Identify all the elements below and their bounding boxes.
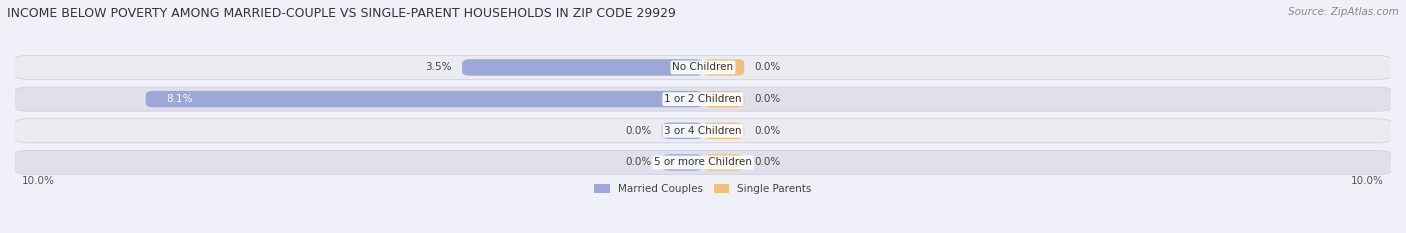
Text: 8.1%: 8.1% — [166, 94, 193, 104]
Text: 3.5%: 3.5% — [426, 62, 451, 72]
FancyBboxPatch shape — [703, 91, 744, 107]
FancyBboxPatch shape — [463, 59, 703, 76]
Text: 0.0%: 0.0% — [755, 126, 780, 136]
Text: 0.0%: 0.0% — [755, 158, 780, 168]
FancyBboxPatch shape — [703, 123, 744, 139]
FancyBboxPatch shape — [11, 151, 1395, 175]
Text: No Children: No Children — [672, 62, 734, 72]
FancyBboxPatch shape — [146, 91, 703, 107]
Text: 10.0%: 10.0% — [22, 176, 55, 186]
FancyBboxPatch shape — [703, 154, 744, 171]
FancyBboxPatch shape — [11, 119, 1395, 143]
Text: 0.0%: 0.0% — [626, 126, 651, 136]
Text: 3 or 4 Children: 3 or 4 Children — [664, 126, 742, 136]
Text: 10.0%: 10.0% — [1351, 176, 1384, 186]
FancyBboxPatch shape — [662, 123, 703, 139]
Text: 1 or 2 Children: 1 or 2 Children — [664, 94, 742, 104]
FancyBboxPatch shape — [11, 87, 1395, 111]
Text: INCOME BELOW POVERTY AMONG MARRIED-COUPLE VS SINGLE-PARENT HOUSEHOLDS IN ZIP COD: INCOME BELOW POVERTY AMONG MARRIED-COUPL… — [7, 7, 676, 20]
Text: 5 or more Children: 5 or more Children — [654, 158, 752, 168]
FancyBboxPatch shape — [11, 55, 1395, 79]
FancyBboxPatch shape — [703, 59, 744, 76]
Text: Source: ZipAtlas.com: Source: ZipAtlas.com — [1288, 7, 1399, 17]
Text: 0.0%: 0.0% — [755, 62, 780, 72]
Legend: Married Couples, Single Parents: Married Couples, Single Parents — [595, 184, 811, 194]
Text: 0.0%: 0.0% — [755, 94, 780, 104]
FancyBboxPatch shape — [662, 154, 703, 171]
Text: 0.0%: 0.0% — [626, 158, 651, 168]
